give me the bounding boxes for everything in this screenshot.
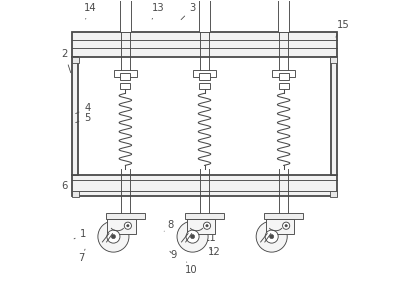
Text: 12: 12 bbox=[208, 247, 220, 257]
Bar bbox=[266, 219, 294, 234]
Text: 8: 8 bbox=[164, 220, 173, 231]
Bar bbox=[330, 191, 337, 197]
Bar bbox=[264, 213, 303, 219]
Circle shape bbox=[177, 221, 208, 252]
Bar bbox=[279, 73, 289, 80]
Text: 9: 9 bbox=[170, 250, 176, 260]
Circle shape bbox=[191, 235, 195, 239]
Text: 4: 4 bbox=[76, 103, 90, 114]
Circle shape bbox=[127, 224, 129, 227]
Text: 14: 14 bbox=[84, 3, 97, 19]
Bar bbox=[278, 0, 289, 32]
Bar bbox=[106, 213, 145, 219]
Text: 2: 2 bbox=[62, 50, 71, 73]
Bar bbox=[185, 213, 224, 219]
Text: 1: 1 bbox=[74, 229, 87, 239]
Bar bbox=[200, 83, 209, 89]
Bar bbox=[72, 32, 337, 57]
Text: 13: 13 bbox=[152, 3, 164, 19]
Circle shape bbox=[124, 222, 131, 229]
Bar bbox=[120, 83, 130, 89]
Circle shape bbox=[186, 230, 199, 243]
Text: 15: 15 bbox=[336, 20, 350, 37]
Bar bbox=[330, 57, 337, 63]
Circle shape bbox=[111, 235, 115, 239]
Bar bbox=[187, 219, 215, 234]
Bar bbox=[72, 176, 337, 196]
Circle shape bbox=[206, 224, 208, 227]
Bar bbox=[200, 73, 209, 80]
Circle shape bbox=[107, 230, 120, 243]
Circle shape bbox=[203, 222, 211, 229]
Text: 5: 5 bbox=[76, 113, 91, 123]
Bar bbox=[114, 70, 137, 77]
Bar bbox=[72, 57, 79, 63]
Bar bbox=[120, 73, 130, 80]
Bar bbox=[72, 191, 79, 197]
Bar bbox=[331, 57, 337, 176]
Text: 3: 3 bbox=[181, 3, 196, 20]
Bar bbox=[272, 70, 295, 77]
Circle shape bbox=[98, 221, 129, 252]
Circle shape bbox=[256, 221, 287, 252]
Bar bbox=[108, 219, 136, 234]
Circle shape bbox=[285, 224, 288, 227]
Bar bbox=[193, 70, 216, 77]
Circle shape bbox=[265, 230, 278, 243]
Text: 11: 11 bbox=[204, 233, 216, 243]
Text: 6: 6 bbox=[62, 176, 72, 191]
Circle shape bbox=[270, 235, 274, 239]
Text: 7: 7 bbox=[78, 249, 85, 263]
Circle shape bbox=[283, 222, 290, 229]
Bar bbox=[199, 0, 210, 32]
Bar bbox=[120, 0, 131, 32]
Text: 10: 10 bbox=[185, 262, 198, 275]
Bar bbox=[279, 83, 289, 89]
Bar bbox=[72, 57, 78, 176]
